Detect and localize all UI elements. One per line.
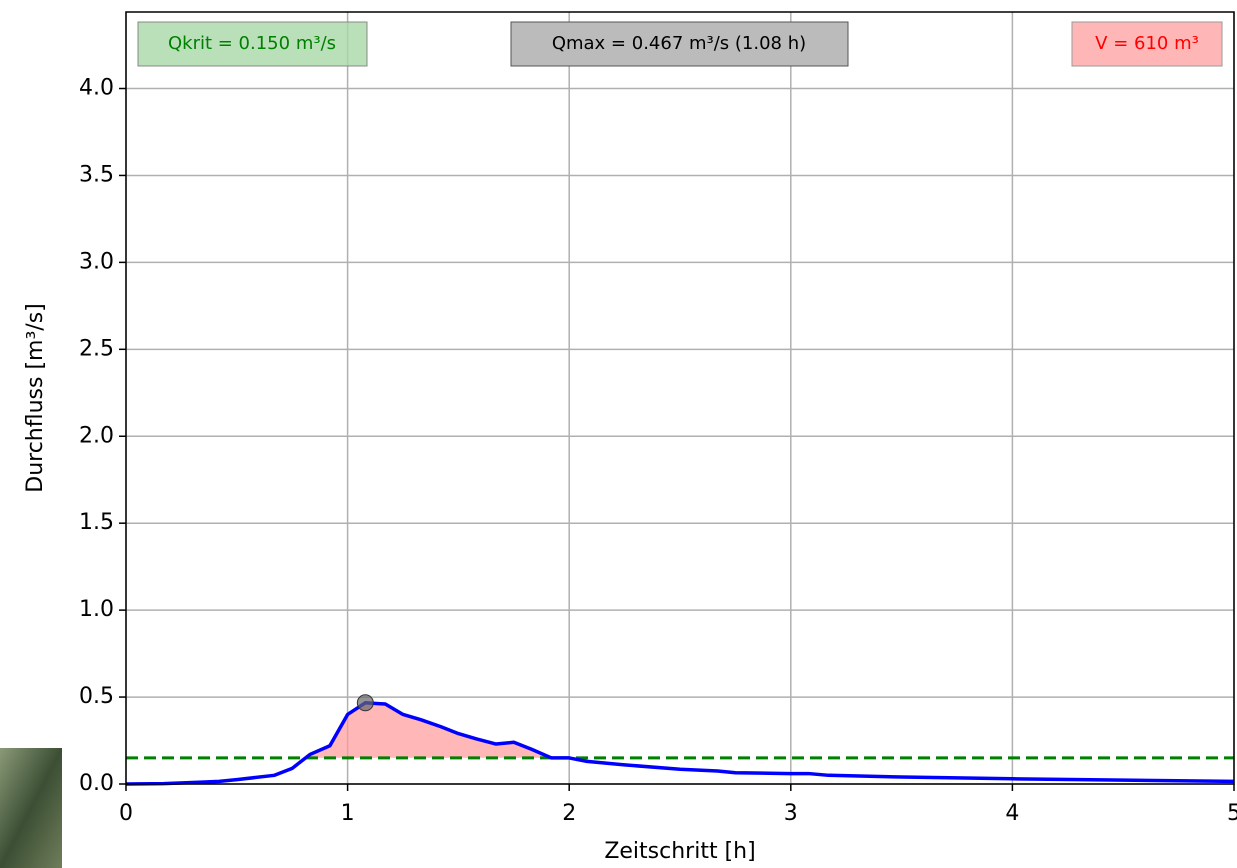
y-tick-label: 2.0 <box>79 423 114 448</box>
y-axis-label: Durchfluss [m³/s] <box>23 303 48 493</box>
x-tick-label: 3 <box>784 801 798 826</box>
chart: Zeitschritt [h] Durchfluss [m³/s] Qkrit … <box>0 0 1237 868</box>
qkrit-label: Qkrit = 0.150 m³/s <box>168 33 336 54</box>
volume-label: V = 610 m³ <box>1095 33 1199 54</box>
y-tick-label: 3.5 <box>79 162 114 187</box>
y-tick-label: 1.5 <box>79 510 114 535</box>
map-thumbnail <box>0 748 62 868</box>
qmax-label: Qmax = 0.467 m³/s (1.08 h) <box>552 33 806 54</box>
x-tick-label: 1 <box>341 801 355 826</box>
x-tick-label: 5 <box>1227 801 1237 826</box>
y-tick-label: 3.0 <box>79 249 114 274</box>
y-tick-label: 4.0 <box>79 76 114 101</box>
plot-area <box>126 12 1234 784</box>
y-tick-label: 2.5 <box>79 336 114 361</box>
peak-marker <box>357 695 373 711</box>
y-tick-label: 0.5 <box>79 684 114 709</box>
x-axis-label: Zeitschritt [h] <box>604 839 755 864</box>
x-tick-label: 4 <box>1005 801 1019 826</box>
y-tick-label: 0.0 <box>79 771 114 796</box>
x-tick-label: 0 <box>119 801 133 826</box>
x-tick-label: 2 <box>562 801 576 826</box>
y-tick-label: 1.0 <box>79 597 114 622</box>
